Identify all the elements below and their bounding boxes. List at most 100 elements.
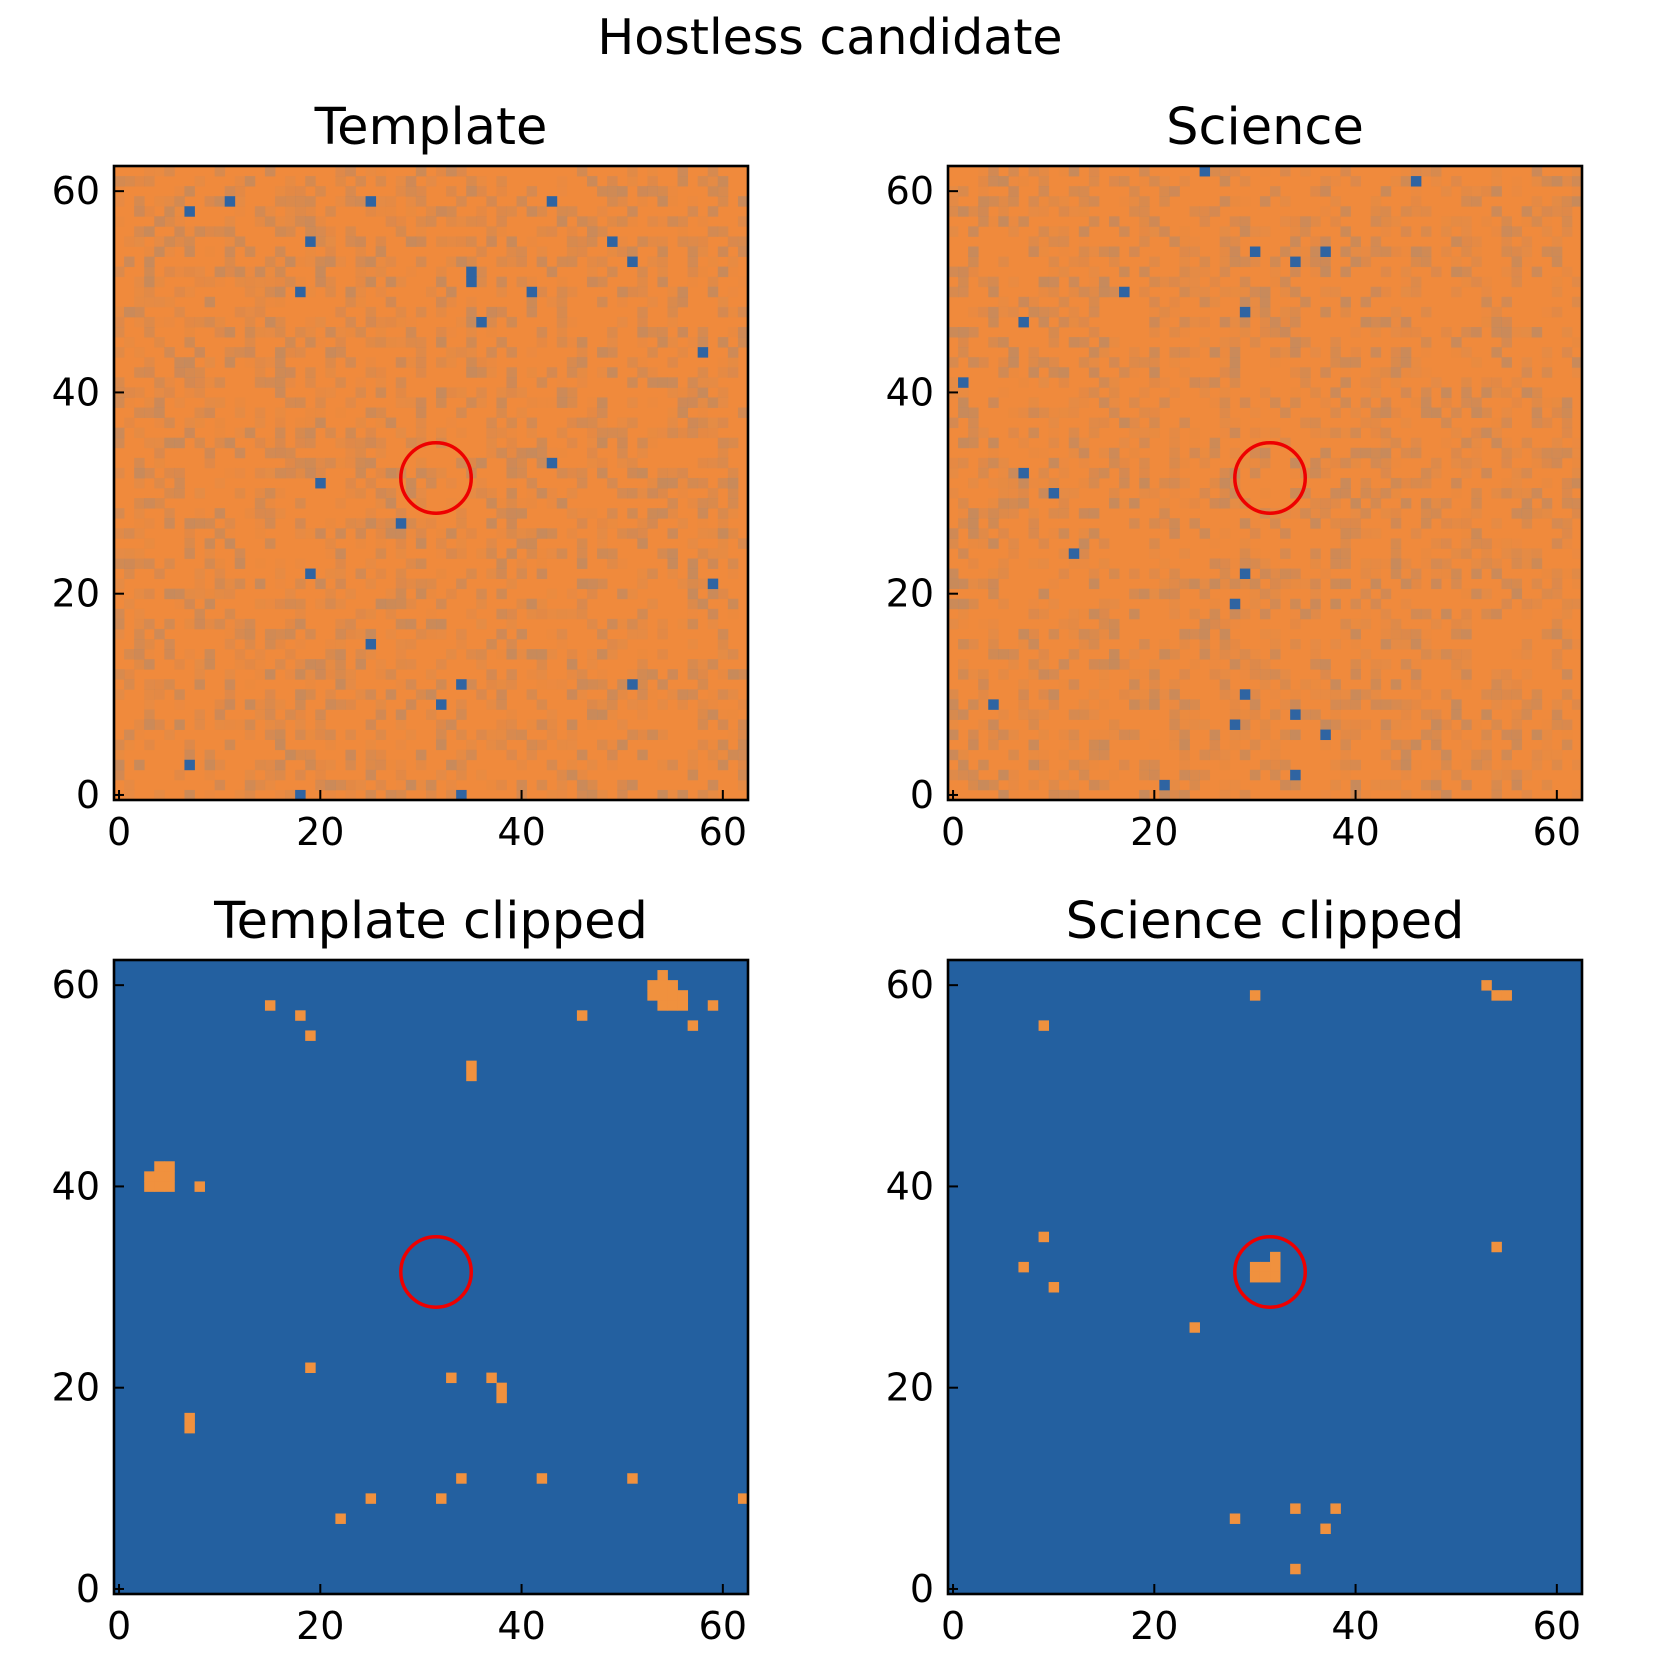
noise-pixel xyxy=(1481,729,1492,741)
noise-pixel xyxy=(1149,407,1160,418)
noise-pixel xyxy=(405,266,417,278)
noise-pixel xyxy=(1360,377,1372,388)
noise-pixel xyxy=(647,186,658,197)
noise-pixel xyxy=(375,236,387,247)
noise-pixel xyxy=(1109,769,1120,781)
noise-pixel xyxy=(1290,236,1301,247)
noise-pixel xyxy=(697,266,709,278)
noise-pixel xyxy=(506,719,517,730)
noise-pixel xyxy=(1139,457,1150,469)
noise-pixel xyxy=(144,367,155,378)
noise-pixel xyxy=(597,367,608,378)
noise-pixel xyxy=(1239,719,1251,730)
noise-pixel xyxy=(244,679,256,690)
noise-pixel xyxy=(506,367,517,378)
noise-pixel xyxy=(516,628,528,640)
noise-pixel xyxy=(536,669,548,680)
x-tick-label: 0 xyxy=(107,1604,131,1648)
noise-pixel xyxy=(677,689,689,700)
noise-pixel xyxy=(345,397,356,408)
noise-pixel xyxy=(1038,669,1050,680)
noise-pixel xyxy=(1058,206,1070,217)
noise-pixel xyxy=(1129,447,1140,459)
noise-pixel xyxy=(224,689,236,700)
noise-pixel xyxy=(254,659,266,670)
noise-pixel xyxy=(586,649,598,660)
noise-pixel xyxy=(244,276,256,288)
noise-pixel xyxy=(325,347,336,358)
noise-pixel xyxy=(134,427,145,439)
noise-pixel xyxy=(637,266,648,278)
noise-pixel xyxy=(1179,246,1190,257)
noise-pixel xyxy=(1139,357,1150,368)
noise-pixel xyxy=(998,457,1009,469)
noise-pixel xyxy=(466,347,477,358)
noise-pixel xyxy=(526,739,538,751)
noise-pixel xyxy=(968,306,979,318)
noise-pixel xyxy=(1270,397,1281,408)
noise-pixel xyxy=(1541,246,1553,257)
noise-pixel xyxy=(1229,638,1241,650)
noise-pixel xyxy=(385,669,397,680)
noise-pixel xyxy=(355,689,366,700)
noise-pixel xyxy=(446,387,457,398)
noise-pixel xyxy=(1350,347,1362,358)
noise-pixel xyxy=(184,246,195,257)
noise-pixel xyxy=(968,729,979,741)
noise-pixel xyxy=(727,256,739,268)
noise-pixel xyxy=(496,427,507,439)
noise-pixel xyxy=(617,789,628,801)
x-tick-label: 60 xyxy=(1533,1604,1581,1648)
noise-pixel xyxy=(244,427,256,439)
noise-pixel xyxy=(425,669,437,680)
noise-pixel xyxy=(566,437,578,449)
noise-texture xyxy=(948,166,1583,801)
noise-pixel xyxy=(436,528,447,539)
noise-pixel xyxy=(174,306,185,318)
noise-pixel xyxy=(1481,296,1492,308)
noise-pixel xyxy=(345,427,356,439)
noise-pixel xyxy=(1149,588,1160,600)
noise-pixel xyxy=(707,558,719,569)
noise-pixel xyxy=(295,699,306,710)
noise-pixel xyxy=(1400,699,1412,710)
noise-pixel xyxy=(576,578,588,590)
noise-pixel xyxy=(1239,327,1251,338)
noise-pixel xyxy=(385,789,397,801)
noise-pixel xyxy=(1098,779,1110,791)
noise-pixel xyxy=(1390,367,1402,378)
noise-pixel xyxy=(425,477,437,489)
noise-pixel xyxy=(164,196,175,207)
noise-pixel xyxy=(254,266,266,278)
noise-pixel xyxy=(1390,176,1402,187)
noise-pixel xyxy=(1149,216,1160,227)
noise-pixel xyxy=(1531,176,1543,187)
noise-pixel xyxy=(1229,558,1241,569)
noise-pixel xyxy=(707,377,719,388)
noise-pixel xyxy=(1561,417,1573,429)
noise-pixel xyxy=(134,316,145,328)
noise-pixel xyxy=(295,186,306,197)
noise-pixel xyxy=(285,588,296,600)
noise-pixel xyxy=(214,166,226,177)
noise-pixel xyxy=(456,729,467,741)
noise-pixel xyxy=(164,206,175,217)
noise-pixel xyxy=(1058,467,1070,479)
noise-pixel xyxy=(214,578,226,590)
noise-pixel xyxy=(295,467,306,479)
noise-pixel xyxy=(1239,709,1251,720)
noise-pixel xyxy=(1410,166,1422,177)
noise-pixel xyxy=(1551,588,1563,600)
noise-pixel xyxy=(1048,357,1060,368)
noise-pixel xyxy=(988,618,999,630)
noise-pixel xyxy=(1239,669,1251,680)
noise-pixel xyxy=(355,236,366,247)
noise-pixel xyxy=(124,387,135,398)
noise-pixel xyxy=(415,186,427,197)
noise-pixel xyxy=(335,166,346,177)
noise-pixel xyxy=(264,357,276,368)
noise-pixel xyxy=(1018,709,1029,720)
noise-pixel xyxy=(224,588,236,600)
noise-pixel xyxy=(1390,558,1402,569)
noise-pixel xyxy=(617,779,628,791)
